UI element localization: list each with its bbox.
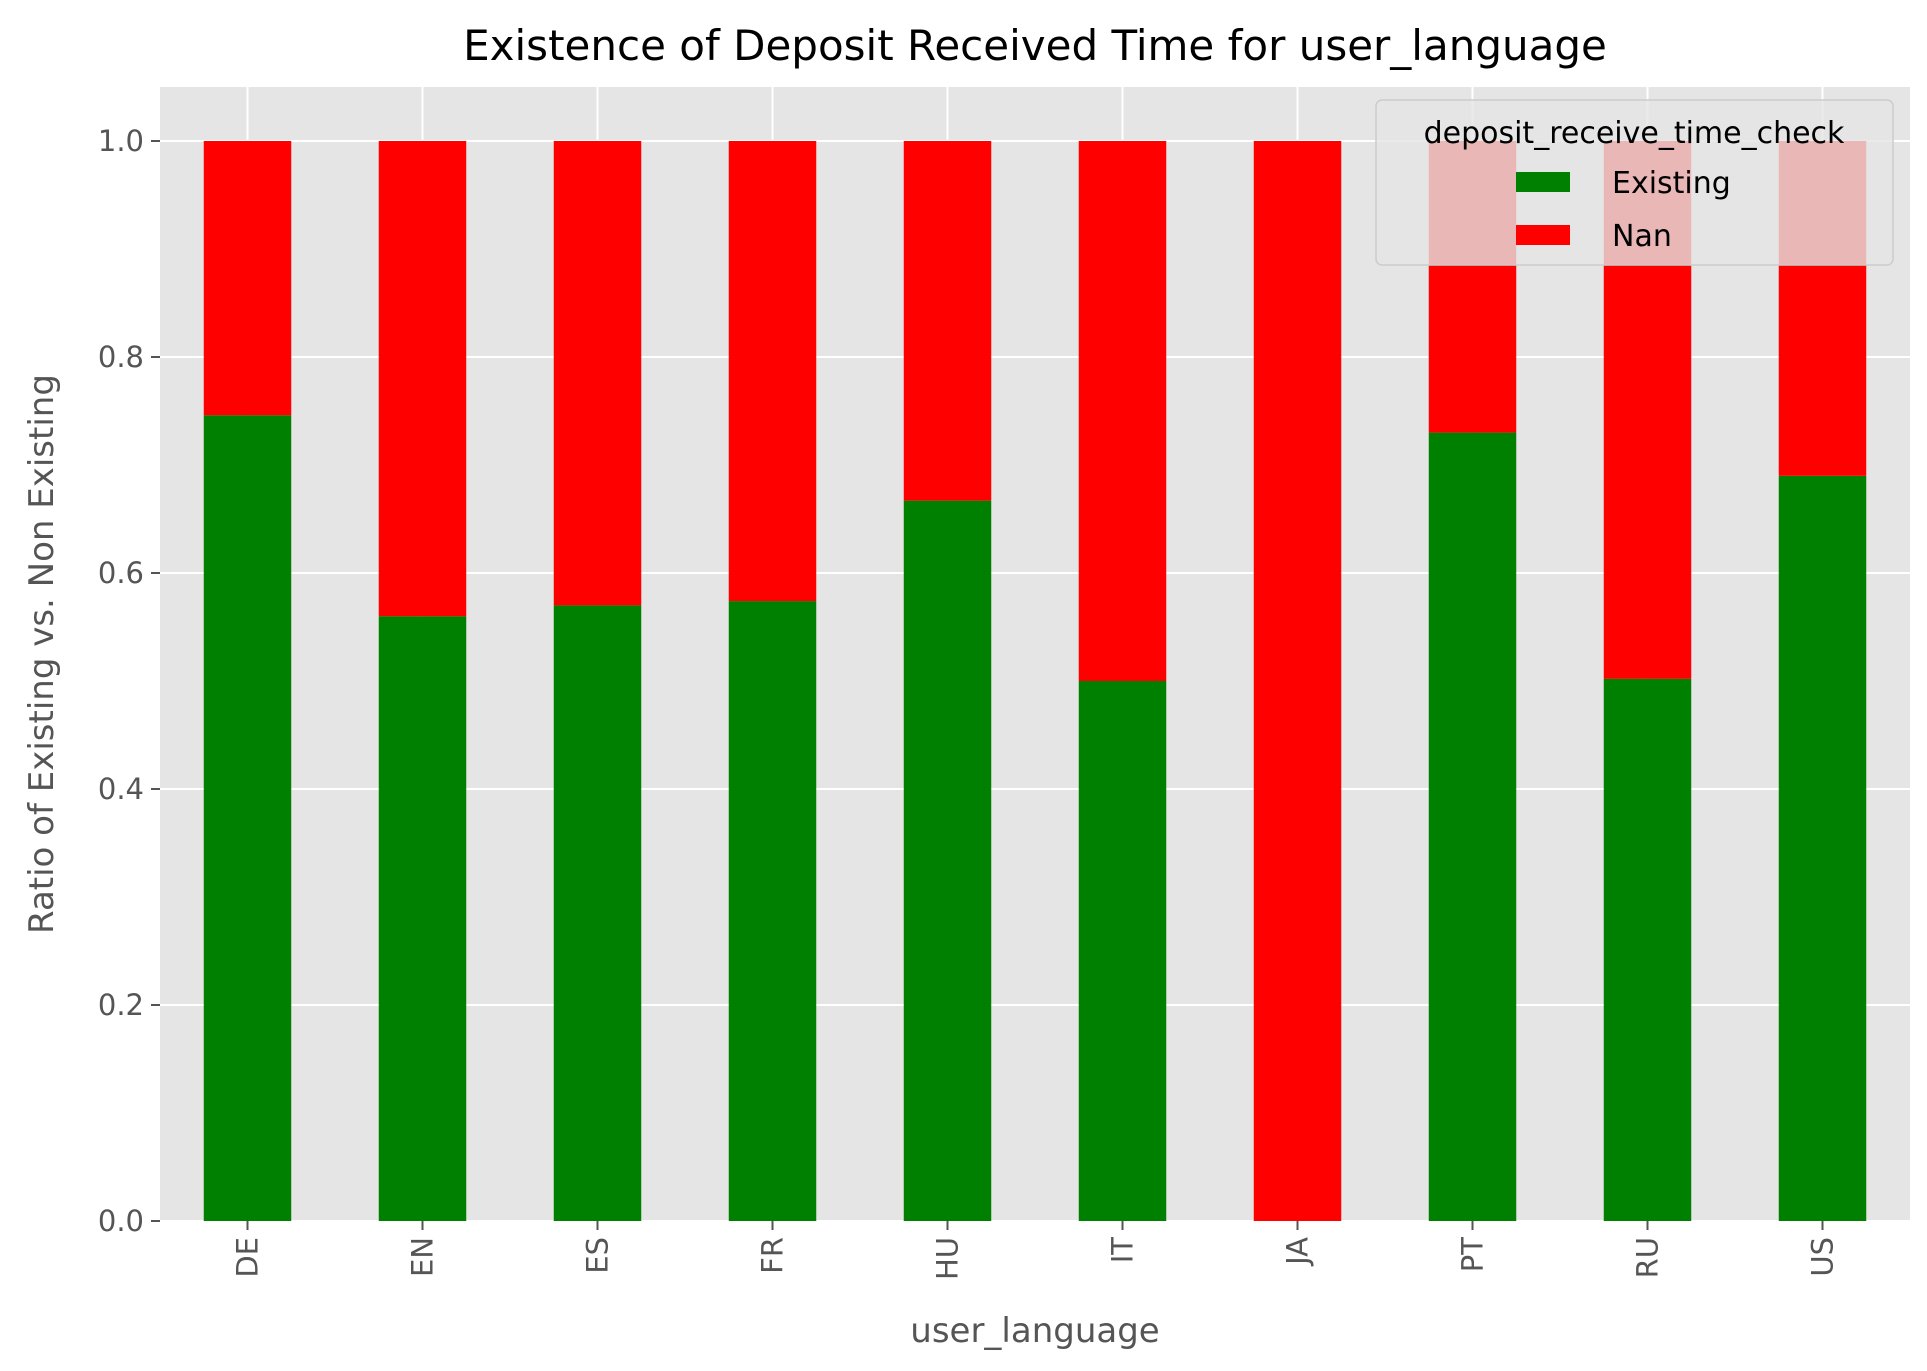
y-tick-label-1: 0.2	[98, 988, 144, 1022]
x-tick-label-us: US	[1806, 1237, 1840, 1277]
bar-de-existing	[203, 415, 292, 1221]
bar-fr-existing	[728, 601, 817, 1221]
bar-en-existing	[378, 616, 467, 1221]
legend-label-nan: Nan	[1612, 219, 1672, 254]
bar-de-nan	[203, 141, 292, 416]
bar-en-nan	[378, 141, 467, 617]
bar-es-nan	[553, 141, 642, 606]
legend-swatch-nan	[1516, 225, 1570, 245]
bar-ja-nan	[1253, 141, 1342, 1221]
y-axis-label: Ratio of Existing vs. Non Existing	[22, 374, 62, 934]
legend-swatch-existing	[1516, 172, 1570, 192]
legend: deposit_receive_time_check Existing Nan	[1375, 99, 1894, 266]
bars	[203, 141, 1867, 1222]
x-tick-label-fr: FR	[756, 1237, 790, 1274]
chart-title: Existence of Deposit Received Time for u…	[463, 21, 1607, 70]
y-tick-label-0: 0.0	[98, 1204, 144, 1238]
x-tick-label-es: ES	[581, 1237, 615, 1274]
bar-fr-nan	[728, 141, 817, 602]
legend-label-existing: Existing	[1612, 166, 1731, 201]
bar-hu-nan	[903, 141, 992, 501]
bar-hu-existing	[903, 500, 992, 1221]
bar-it-nan	[1078, 141, 1167, 681]
y-tick-label-2: 0.4	[98, 772, 144, 806]
bar-ru-existing	[1603, 678, 1692, 1221]
x-tick-label-ja: JA	[1281, 1237, 1315, 1267]
x-tick-label-de: DE	[231, 1237, 265, 1278]
x-axis-ticks: DE EN ES FR HU IT JA PT RU US	[231, 1221, 1840, 1280]
bar-us-existing	[1778, 475, 1867, 1221]
x-tick-label-pt: PT	[1456, 1237, 1490, 1272]
x-tick-label-it: IT	[1106, 1237, 1140, 1264]
x-tick-label-en: EN	[406, 1237, 440, 1277]
legend-title: deposit_receive_time_check	[1424, 116, 1845, 151]
y-tick-label-4: 0.8	[98, 340, 144, 374]
y-tick-label-3: 0.6	[98, 556, 144, 590]
x-axis-label: user_language	[910, 1311, 1159, 1351]
x-tick-label-hu: HU	[931, 1237, 965, 1280]
bar-pt-existing	[1428, 432, 1517, 1222]
legend-box	[1375, 99, 1894, 266]
bar-es-existing	[553, 605, 642, 1221]
bar-it-existing	[1078, 681, 1167, 1221]
x-tick-label-ru: RU	[1631, 1237, 1665, 1278]
y-axis-ticks: 0.0 0.2 0.4 0.6 0.8 1.0	[98, 124, 160, 1238]
y-tick-label-5: 1.0	[98, 124, 144, 158]
